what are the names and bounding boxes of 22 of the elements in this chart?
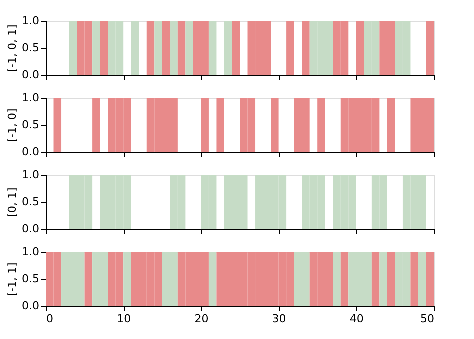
y-tick-label: 0.0	[22, 146, 40, 158]
y-tick-label: 1.0	[22, 92, 40, 104]
y-axis-title: [0, 1]	[6, 188, 20, 218]
y-tick-label: 0.5	[22, 196, 40, 208]
y-tick-label: 1.0	[22, 246, 40, 258]
y-axis-title: [-1, 0]	[6, 108, 20, 142]
x-tick-label: 50	[420, 312, 434, 326]
y-tick-label: 0.0	[22, 222, 40, 236]
y-tick-label: 0.5	[22, 42, 40, 54]
x-tick-label: 10	[117, 312, 132, 326]
x-tick-label: 20	[194, 312, 209, 326]
y-tick-label: 1.0	[22, 168, 40, 182]
x-tick-label: 0	[46, 312, 54, 326]
y-tick-label: 0.0	[22, 300, 40, 312]
y-axis-title: [-1, 1]	[6, 262, 20, 296]
y-tick-label: 0.0	[22, 68, 40, 82]
y-tick-label: 0.5	[22, 118, 40, 132]
y-tick-label: 0.5	[22, 272, 40, 286]
y-axis-title: [-1, 0, 1]	[6, 24, 20, 72]
x-tick-label: 30	[272, 312, 286, 326]
y-tick-label: 1.0	[22, 14, 40, 28]
x-tick-label: 40	[350, 312, 364, 326]
